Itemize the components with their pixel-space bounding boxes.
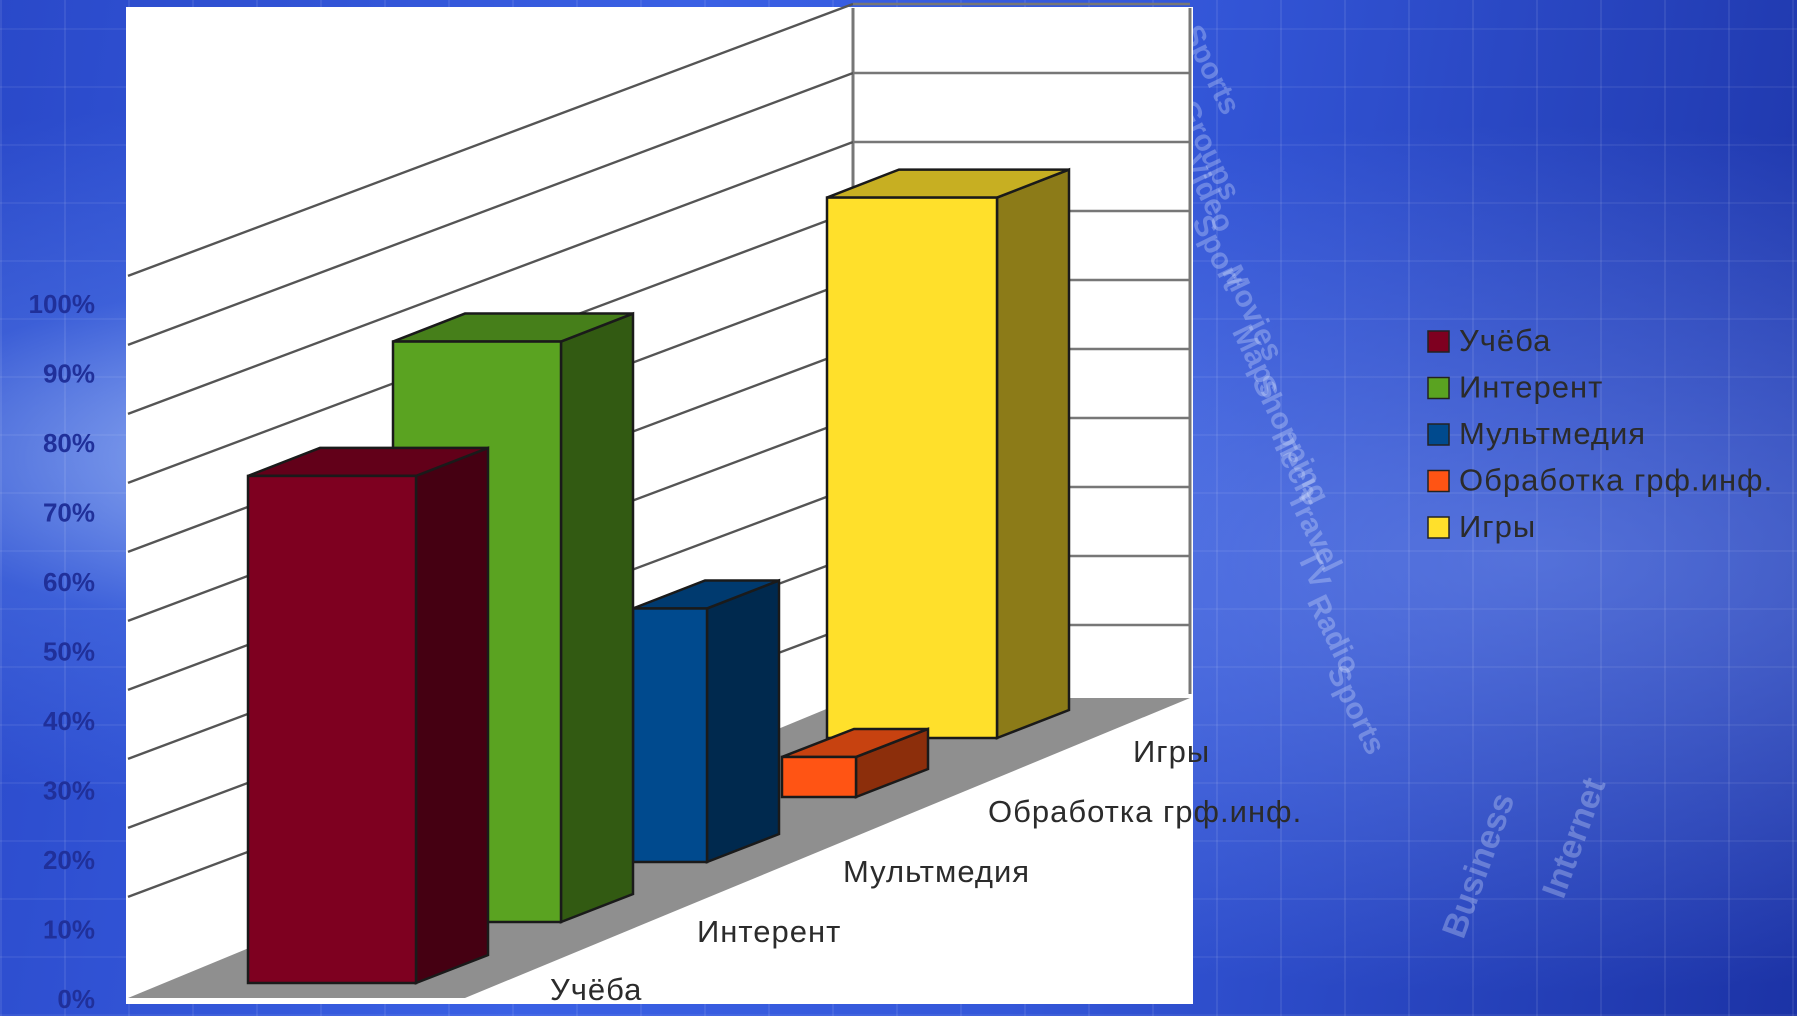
- y-tick-label: 20%: [43, 845, 95, 875]
- bar-front: [246, 474, 418, 985]
- bar-front: [825, 196, 999, 740]
- bar-5: [825, 167, 1071, 740]
- category-label: Игры: [1133, 734, 1210, 769]
- legend-swatch: [1427, 516, 1450, 539]
- bar-4: [780, 727, 930, 799]
- y-tick-label: 50%: [43, 637, 95, 667]
- y-tick-label: 0%: [57, 984, 95, 1014]
- legend: Учёба Интерент Мультмедия Обработка грф.инф…: [1427, 323, 1773, 544]
- bar-side: [559, 311, 635, 924]
- y-tick-label: 10%: [43, 915, 95, 945]
- y-tick-label: 30%: [43, 776, 95, 806]
- category-label: Учёба: [550, 972, 642, 1007]
- legend-label: Интерент: [1459, 370, 1603, 405]
- bar-side: [995, 167, 1071, 740]
- gridline: [127, 140, 854, 415]
- bars: [246, 167, 1071, 985]
- bar-side: [705, 578, 781, 864]
- y-tick-label: 90%: [43, 359, 95, 389]
- y-tick-label: 70%: [43, 498, 95, 528]
- gridline: [127, 71, 854, 346]
- legend-label: Учёба: [1459, 323, 1551, 358]
- bar-front: [631, 607, 709, 864]
- y-tick-label: 40%: [43, 706, 95, 736]
- category-label: Мультмедия: [843, 854, 1030, 889]
- category-label: Интерент: [697, 914, 841, 949]
- y-axis-ticks: 0% 10% 20% 30% 40% 50% 60% 70% 80% 90% 100%: [29, 289, 96, 1014]
- y-tick-label: 80%: [43, 428, 95, 458]
- legend-swatch: [1427, 376, 1450, 400]
- category-label: Обработка грф.инф.: [988, 794, 1302, 829]
- bar-front: [780, 755, 858, 799]
- legend-swatch: [1427, 423, 1450, 446]
- y-tick-label: 60%: [43, 567, 95, 597]
- y-tick-label: 100%: [29, 289, 96, 319]
- legend-label: Обработка грф.инф.: [1459, 463, 1773, 498]
- bar-3: [631, 578, 781, 864]
- bar-1: [246, 446, 490, 985]
- legend-label: Игры: [1459, 509, 1536, 544]
- legend-swatch: [1427, 330, 1450, 353]
- bar-side: [414, 446, 490, 985]
- legend-swatch: [1427, 469, 1450, 493]
- gridline: [127, 2, 854, 277]
- legend-label: Мультмедия: [1459, 416, 1646, 451]
